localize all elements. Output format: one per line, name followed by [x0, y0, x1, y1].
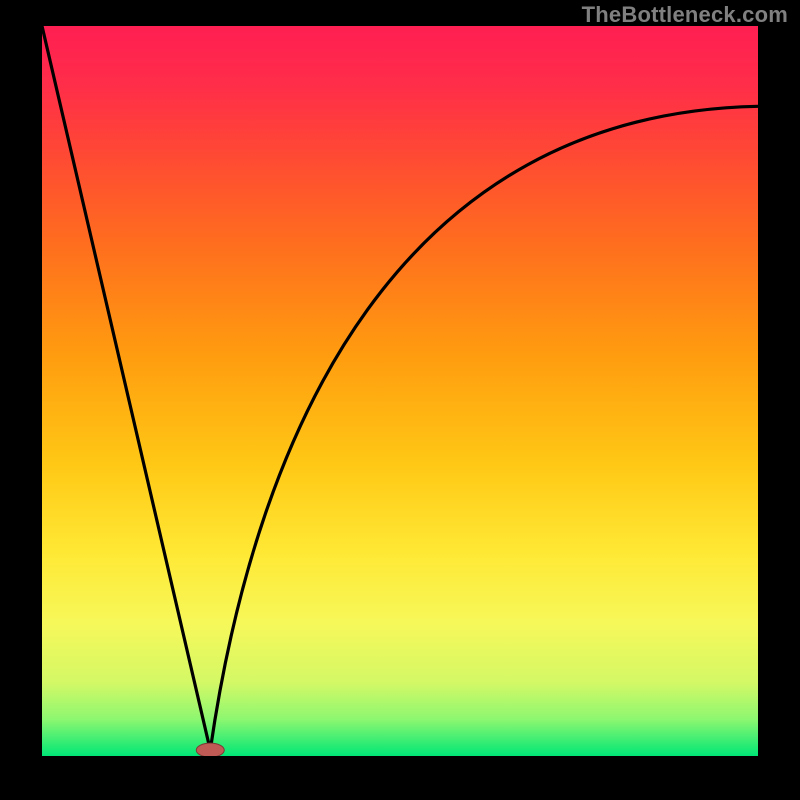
watermark-text: TheBottleneck.com	[582, 2, 788, 28]
bottleneck-chart	[0, 0, 800, 800]
plot-area	[42, 26, 758, 757]
optimal-point-marker	[196, 743, 224, 757]
gradient-background	[42, 26, 758, 756]
